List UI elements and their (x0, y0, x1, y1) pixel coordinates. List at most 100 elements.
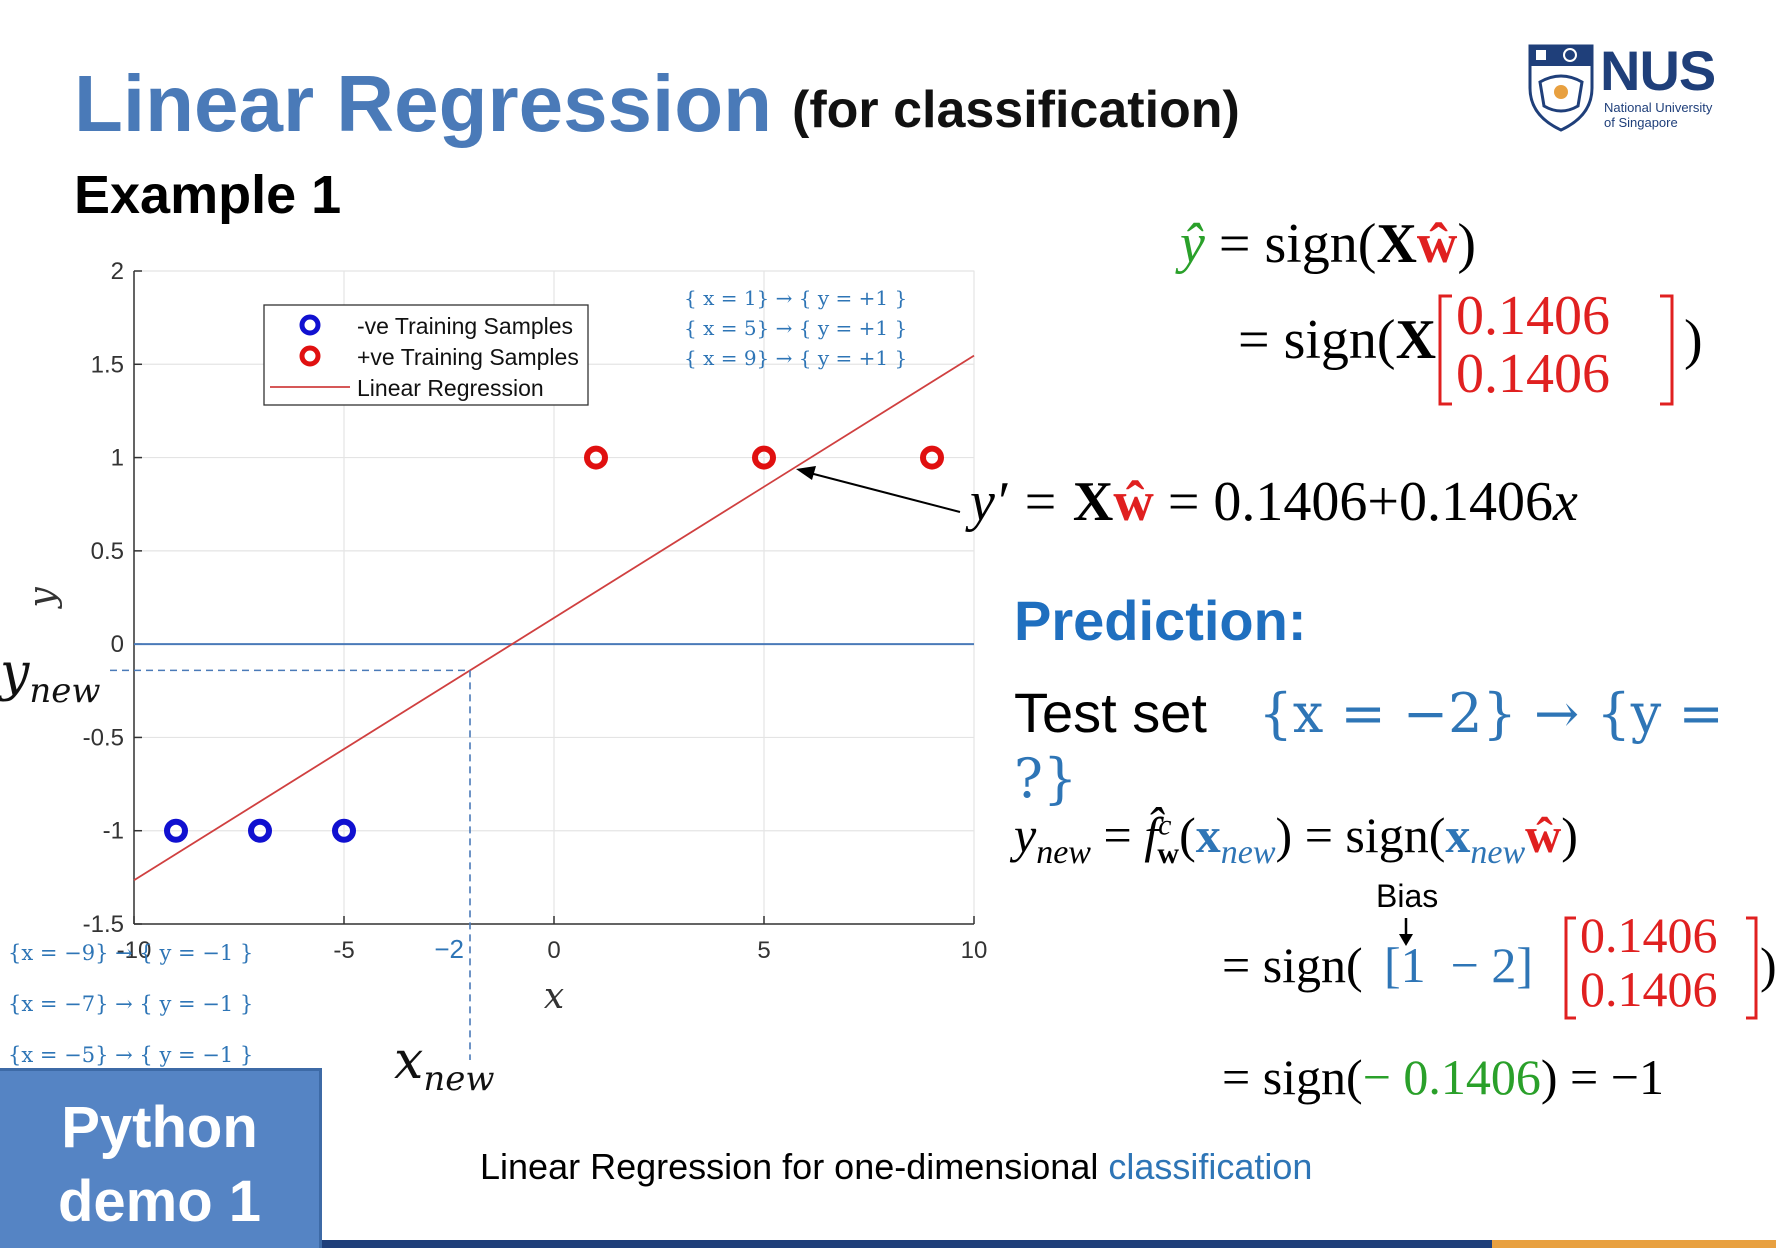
sign-text: = sign( (1222, 937, 1363, 993)
eq2-text: = sign( (1238, 309, 1396, 371)
nus-logo: NUS National University of Singapore (1526, 39, 1736, 132)
final-lhs: = sign( (1222, 1049, 1363, 1105)
X-symbol-3: X (1072, 471, 1114, 533)
neg-sample-point-2 (332, 818, 356, 843)
weight-vector-bracket (1438, 294, 1674, 406)
slide-title: Linear Regression (74, 59, 773, 148)
yhat-close: ) (1457, 213, 1477, 275)
pos-sample-point-0 (584, 445, 608, 470)
neg-annotation-0: {x = −9} → { y = −1 } (8, 941, 253, 965)
f-hat: f̂ (1144, 807, 1159, 863)
yhat-eq-sign: = sign( (1204, 213, 1377, 275)
bias-arrow-icon (1399, 918, 1413, 946)
prediction-heading: Prediction: (1014, 589, 1307, 652)
y-tick-label-0: -1.5 (83, 911, 124, 938)
xnew-bold-2: x (1445, 807, 1471, 863)
paren-open: ( (1179, 807, 1196, 863)
x-tick-label-1: -5 (333, 937, 354, 964)
pos-sample-point-2 (920, 445, 944, 470)
xnew-bold: x (1195, 807, 1221, 863)
yhat-symbol: ŷ (1180, 213, 1205, 275)
bias-label: Bias (1376, 878, 1439, 914)
sign-expanded-row: = sign( [1 − 2] 0.1406 0.1406 ) (1222, 907, 1776, 1034)
y-axis-label: y (22, 587, 63, 610)
ynew-eq: = (1090, 807, 1145, 863)
logo-subtext-2: of Singapore (1604, 115, 1678, 130)
eq2-close: ) (1684, 309, 1703, 371)
y-tick-label-7: 2 (111, 258, 124, 285)
xnew-sub: new (1220, 834, 1276, 871)
legend-label-reg: Linear Regression (357, 375, 544, 401)
weight-1: 0.1406 (1456, 285, 1610, 347)
y-tick-label-2: -0.5 (83, 724, 124, 751)
eq-sign-text: = sign( (1292, 807, 1446, 863)
weight-2b: 0.1406 (1580, 961, 1718, 1017)
neg-sample-point-1 (248, 818, 272, 843)
x-tick-label-4: 10 (961, 937, 988, 964)
slide-subtitle: (for classification) (792, 81, 1240, 139)
python-demo-line1: Python (61, 1095, 258, 1160)
paren-close: ) (1275, 807, 1293, 863)
yprime-x: x (1552, 471, 1578, 533)
final-rhs: ) = −1 (1540, 1049, 1664, 1105)
yprime-rhs: = 0.1406+0.1406 (1153, 471, 1553, 533)
weight-vector-bracket-2 (1564, 916, 1758, 1020)
yprime-equation: y′ = Xŵ = 0.1406+0.1406x (970, 470, 1578, 534)
xnew-axis-label: xnew (394, 1031, 494, 1099)
python-demo-line2: demo 1 (57, 1169, 262, 1234)
xnew-tick-label: −2 (434, 934, 464, 964)
yhat-equation: ŷ = sign(Xŵ) (1180, 212, 1476, 276)
footer-bar-orange (1492, 1240, 1776, 1248)
f-sub: w (1157, 837, 1180, 870)
annotation-arrow-line (805, 471, 961, 513)
pos-annotation-0: { x = 1} → { y = +1 } (684, 286, 907, 310)
yprime-lhs: y′ = (970, 471, 1073, 533)
sign-close: ) (1760, 937, 1776, 993)
legend-label-neg: -ve Training Samples (357, 313, 573, 339)
python-demo-box[interactable]: Python demo 1 (0, 1068, 322, 1248)
X-matrix-symbol-2: X (1395, 309, 1437, 371)
final-result: = sign(− 0.1406) = −1 (1222, 1048, 1664, 1106)
w-hat-symbol-3: ŵ (1113, 471, 1154, 533)
w-hat-symbol-4: ŵ (1525, 807, 1562, 863)
annotation-arrowhead-icon (796, 466, 816, 480)
ynew-lhs-sub: new (1036, 834, 1091, 871)
caption-main: Linear Regression for one-dimensional (480, 1146, 1109, 1187)
y-tick-label-3: 0 (111, 631, 124, 658)
test-set-row: Test set {x = −2} → {y = ?} (1014, 680, 1776, 810)
ynew-lhs: y (1014, 807, 1037, 863)
y-tick-label-6: 1.5 (91, 351, 124, 378)
row-vector: [1 − 2] (1384, 937, 1533, 993)
neg-sample-point-0 (164, 818, 188, 843)
x-tick-label-0: -10 (117, 937, 152, 964)
xnew-sub-2: new (1470, 834, 1526, 871)
paren-close-2: ) (1561, 807, 1578, 863)
weight-1b: 0.1406 (1580, 907, 1718, 963)
pos-annotation-1: { x = 5} → { y = +1 } (684, 316, 907, 340)
neg-annotation-2: {x = −5} → { y = −1 } (8, 1043, 253, 1067)
eq2-sign: = sign(X (1238, 308, 1436, 372)
y-tick-label-4: 0.5 (91, 538, 124, 565)
nus-crest-icon (1528, 44, 1594, 132)
legend-neg-marker (299, 314, 321, 336)
ynew-equation: ynew = f̂cw(xnew) = sign(xnewŵ) (1014, 806, 1578, 872)
weight-2: 0.1406 (1456, 343, 1610, 405)
pos-sample-point-1 (752, 445, 776, 470)
logo-subtext-1: National University (1604, 100, 1713, 115)
legend-label-pos: +ve Training Samples (357, 344, 579, 370)
final-value: − 0.1406 (1362, 1049, 1541, 1105)
legend-pos-marker (299, 345, 321, 367)
y-tick-label-1: -1 (103, 818, 124, 845)
caption-accent: classification (1108, 1146, 1313, 1187)
regression-chart: -10 -5 0 5 10 -1.5 -1 -0.5 0 0.5 1 1.5 2 x y −2 -ve Trai… (0, 258, 988, 1099)
example-heading: Example 1 (74, 165, 342, 225)
test-set-label: Test set (1014, 681, 1207, 744)
y-tick-label-5: 1 (111, 445, 124, 472)
regression-line (133, 354, 975, 881)
X-matrix-symbol: X (1376, 213, 1417, 275)
chart-caption: Linear Regression for one-dimensional cl… (480, 1146, 1312, 1188)
footer-bar-blue (322, 1240, 1492, 1248)
x-tick-label-3: 5 (757, 937, 770, 964)
ynew-axis-label: ynew (0, 643, 101, 711)
logo-text: NUS (1600, 39, 1716, 102)
